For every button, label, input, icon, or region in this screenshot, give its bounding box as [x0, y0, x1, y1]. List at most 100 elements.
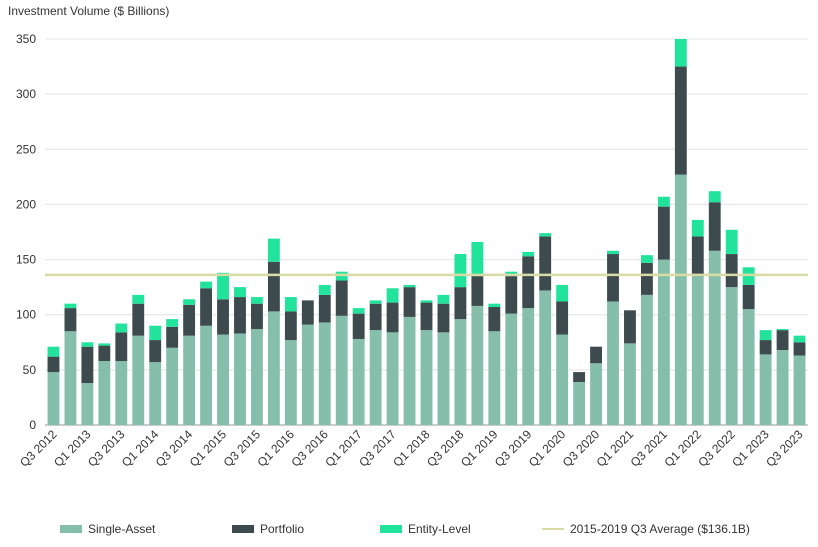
- bar-single-asset-q4-2021: [674, 174, 687, 425]
- bar-portfolio-q2-2017: [369, 303, 382, 331]
- bar-entity-level-q3-2018: [454, 254, 467, 288]
- bar-entity-level-q2-2015: [234, 287, 246, 298]
- bar-portfolio-q1-2016: [284, 311, 297, 341]
- bar-single-asset-q3-2020: [590, 363, 602, 425]
- bar-single-asset-q1-2022: [691, 276, 704, 425]
- bar-single-asset-q2-2018: [437, 332, 450, 425]
- bar-portfolio-q2-2021: [640, 262, 653, 295]
- legend-label-entity-level: Entity-Level: [408, 522, 471, 536]
- bar-portfolio-q1-2023: [759, 340, 772, 355]
- bar-portfolio-q3-2012: [47, 356, 60, 373]
- bar-entity-level-q4-2013: [132, 294, 145, 304]
- bar-single-asset-q2-2019: [505, 313, 518, 425]
- y-tick-label: 0: [29, 418, 36, 432]
- bar-portfolio-q2-2019: [505, 276, 518, 314]
- bar-entity-level-q3-2012: [47, 346, 60, 357]
- bar-single-asset-q3-2012: [47, 372, 60, 425]
- bar-entity-level-q2-2018: [437, 294, 450, 304]
- bar-portfolio-q3-2022: [725, 254, 738, 288]
- bar-portfolio-q3-2021: [657, 206, 670, 260]
- legend-label-single-asset: Single-Asset: [88, 522, 156, 536]
- bar-single-asset-q2-2021: [640, 294, 653, 425]
- bar-single-asset-q3-2013: [115, 361, 128, 425]
- bar-entity-level-q2-2022: [708, 191, 721, 203]
- bar-entity-level-q1-2022: [691, 219, 704, 237]
- bar-single-asset-q3-2016: [318, 322, 331, 425]
- bar-entity-level-q1-2013: [81, 342, 94, 347]
- bar-portfolio-q3-2019: [522, 256, 535, 309]
- y-tick-label: 250: [16, 142, 36, 156]
- legend-swatch-single-asset: [60, 525, 82, 533]
- y-tick-label: 350: [16, 32, 36, 46]
- bar-portfolio-q1-2017: [352, 313, 365, 339]
- bar-single-asset-q3-2019: [522, 308, 535, 425]
- bar-portfolio-q2-2013: [98, 345, 111, 362]
- bar-portfolio-q3-2013: [115, 332, 128, 362]
- bar-single-asset-q4-2012: [64, 331, 77, 425]
- bar-entity-level-q1-2018: [420, 300, 433, 303]
- bar-single-asset-q4-2020: [607, 301, 619, 425]
- bar-single-asset-q2-2017: [369, 330, 382, 425]
- bar-single-asset-q1-2013: [81, 383, 94, 425]
- bars-group: [47, 39, 806, 425]
- bar-entity-level-q3-2016: [318, 284, 331, 295]
- bar-entity-level-q4-2017: [403, 284, 416, 288]
- bar-portfolio-q2-2022: [708, 202, 721, 251]
- bar-entity-level-q1-2016: [284, 297, 297, 312]
- bar-single-asset-q2-2013: [98, 361, 111, 425]
- bar-single-asset-q2-2016: [301, 324, 314, 425]
- bar-entity-level-q3-2015: [251, 297, 263, 304]
- bar-single-asset-q3-2023: [793, 355, 806, 425]
- bar-portfolio-q4-2020: [607, 254, 619, 302]
- bar-entity-level-q3-2019: [522, 251, 535, 257]
- bar-single-asset-q1-2021: [624, 343, 636, 425]
- bar-portfolio-q4-2016: [335, 280, 348, 316]
- y-tick-label: 50: [23, 363, 37, 377]
- chart-canvas: Investment Volume ($ Billions) 0 50 100 150…: [8, 4, 808, 470]
- bar-single-asset-q4-2014: [200, 325, 213, 425]
- bar-single-asset-q3-2018: [454, 319, 467, 425]
- bar-single-asset-q1-2020: [556, 334, 569, 425]
- bar-portfolio-q3-2014: [183, 304, 196, 336]
- bar-entity-level-q1-2023: [759, 330, 772, 341]
- bar-portfolio-q4-2013: [132, 303, 145, 336]
- bar-entity-level-q4-2019: [539, 233, 552, 237]
- bar-entity-level-q3-2014: [183, 299, 196, 305]
- bar-portfolio-q1-2019: [488, 306, 501, 332]
- bar-entity-level-q4-2021: [674, 39, 687, 67]
- bar-entity-level-q3-2013: [115, 323, 128, 333]
- legend-item-entity-level: Entity-Level: [380, 522, 471, 536]
- bar-entity-level-q3-2023: [793, 335, 806, 343]
- bar-single-asset-q3-2017: [386, 332, 399, 425]
- bar-single-asset-q1-2015: [217, 334, 229, 425]
- y-tick-labels: 0 50 100 150 200 250 300 350: [16, 32, 36, 432]
- bar-entity-level-q2-2013: [98, 343, 111, 346]
- bar-single-asset-q2-2015: [234, 333, 246, 425]
- bar-entity-level-q3-2017: [386, 288, 399, 303]
- bar-single-asset-q1-2016: [284, 340, 297, 425]
- bar-portfolio-q2-2020: [573, 372, 586, 382]
- bar-single-asset-q4-2015: [267, 311, 280, 425]
- legend-swatch-entity-level: [380, 525, 402, 533]
- bar-entity-level-q4-2012: [64, 303, 77, 309]
- bar-portfolio-q1-2020: [556, 301, 569, 335]
- bar-single-asset-q1-2018: [420, 330, 433, 425]
- legend: Single-Asset Portfolio Entity-Level 2015…: [60, 522, 800, 540]
- y-tick-label: 100: [16, 308, 36, 322]
- bar-entity-level-q2-2017: [369, 300, 382, 304]
- bar-portfolio-q1-2022: [691, 236, 704, 277]
- bar-portfolio-q4-2018: [471, 276, 484, 306]
- bar-portfolio-q1-2014: [149, 340, 162, 363]
- y-axis-title: Investment Volume ($ Billions): [8, 4, 169, 18]
- bar-single-asset-q4-2013: [132, 335, 145, 425]
- x-tick-label: Q3 2023: [763, 427, 806, 470]
- bar-portfolio-q4-2019: [539, 236, 552, 291]
- bar-single-asset-q1-2017: [352, 338, 365, 425]
- bar-single-asset-q4-2016: [335, 315, 348, 425]
- bar-entity-level-q2-2021: [640, 255, 653, 263]
- bar-single-asset-q1-2023: [759, 354, 772, 425]
- bar-portfolio-q2-2016: [301, 300, 314, 325]
- legend-label-portfolio: Portfolio: [260, 522, 305, 536]
- bar-portfolio-q4-2015: [267, 261, 280, 312]
- bar-portfolio-q1-2018: [420, 302, 433, 331]
